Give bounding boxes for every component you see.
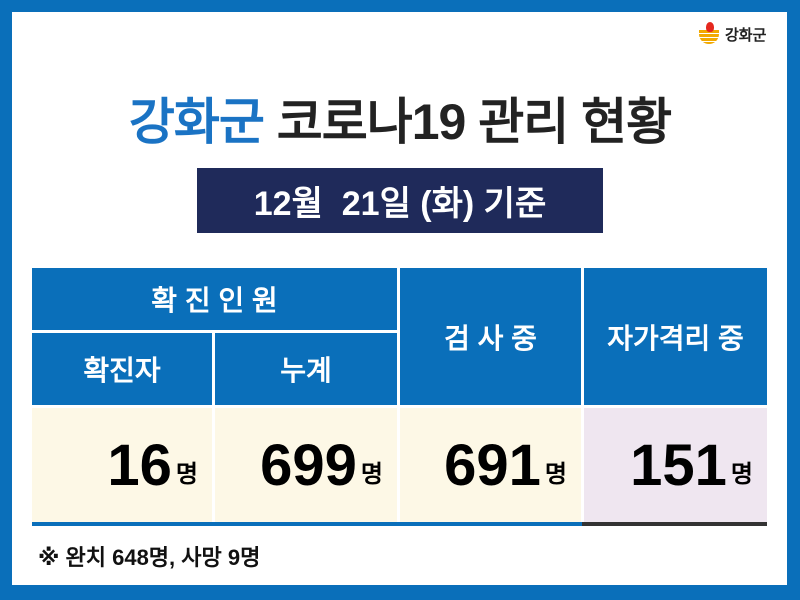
header-confirmed-group: 확 진 인 원 xyxy=(32,268,397,330)
logo: 강화군 xyxy=(697,22,766,46)
value-unit: 명 xyxy=(544,460,567,488)
logo-text: 강화군 xyxy=(725,26,767,44)
date-badge: 12월 21일 (화) 기준 xyxy=(197,168,603,233)
value-unit: 명 xyxy=(175,460,198,488)
table-bottom-border-dark xyxy=(582,522,767,526)
value-number: 691 xyxy=(444,432,541,498)
value-quarantine: 151 명 xyxy=(584,408,767,522)
value-confirmed: 16 명 xyxy=(32,408,212,522)
ganghwa-emblem-icon xyxy=(697,22,721,46)
value-unit: 명 xyxy=(730,460,753,488)
value-number: 151 xyxy=(630,432,727,498)
value-cumulative: 699 명 xyxy=(215,408,397,522)
header-confirmed: 확진자 xyxy=(32,333,212,405)
header-quarantine: 자가격리 중 xyxy=(584,268,767,405)
value-number: 16 xyxy=(107,432,172,498)
value-testing: 691 명 xyxy=(400,408,581,522)
title-accent: 강화군 xyxy=(128,94,265,150)
header-cumulative: 누계 xyxy=(215,333,397,405)
header-testing: 검 사 중 xyxy=(400,268,581,405)
page-title: 강화군 코로나19 관리 현황 xyxy=(0,82,800,154)
footnote: ※ 완치 648명, 사망 9명 xyxy=(38,545,261,570)
title-rest: 코로나19 관리 현황 xyxy=(263,94,672,150)
value-unit: 명 xyxy=(360,460,383,488)
value-number: 699 xyxy=(260,432,357,498)
table-bottom-border xyxy=(32,522,582,526)
